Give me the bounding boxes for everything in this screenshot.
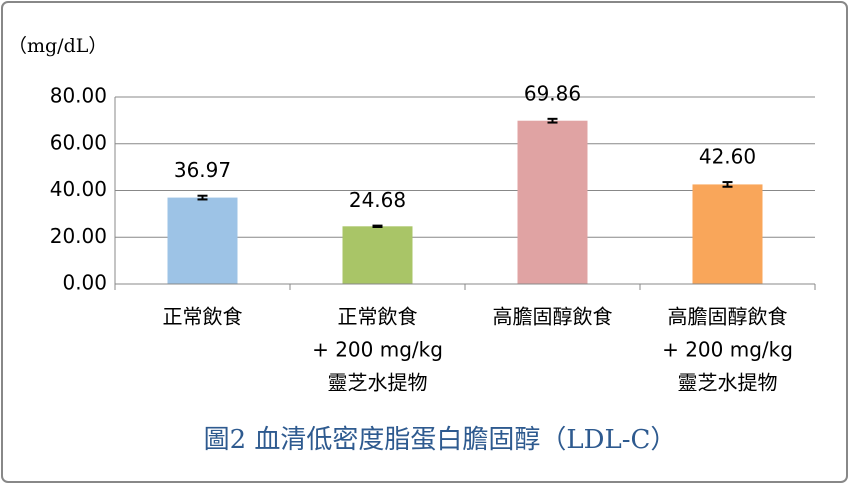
value-label: 24.68 <box>349 188 406 212</box>
x-tick-label: 正常飲食 <box>163 305 243 329</box>
bar <box>692 184 763 284</box>
x-tick-label: 高膽固醇飲食 <box>493 305 613 329</box>
error-bar <box>372 224 383 229</box>
x-tick-label: 靈芝水提物 <box>678 371 778 395</box>
y-tick-label: 60.00 <box>50 130 107 154</box>
y-tick-label: 80.00 <box>50 84 107 108</box>
y-axis-label: （mg/dL） <box>8 35 107 57</box>
bar <box>342 226 413 284</box>
y-tick-label: 40.00 <box>50 177 107 201</box>
y-tick-label: 20.00 <box>50 224 107 248</box>
error-bar <box>197 194 208 201</box>
chart-title: 圖2 血清低密度脂蛋白膽固醇（LDL-C） <box>204 425 677 455</box>
y-tick-label: 0.00 <box>62 271 107 295</box>
error-bar <box>547 117 558 124</box>
x-tick-label: + 200 mg/kg <box>662 338 793 362</box>
x-tick-label: 正常飲食 <box>338 305 418 329</box>
value-label: 36.97 <box>174 158 231 182</box>
error-bar <box>722 181 733 188</box>
value-label: 69.86 <box>524 81 581 105</box>
x-tick-label: + 200 mg/kg <box>312 338 443 362</box>
bar <box>167 197 238 284</box>
value-label: 42.60 <box>699 145 756 169</box>
x-tick-label: 高膽固醇飲食 <box>668 305 788 329</box>
bar <box>517 120 588 285</box>
x-tick-label: 靈芝水提物 <box>328 371 428 395</box>
